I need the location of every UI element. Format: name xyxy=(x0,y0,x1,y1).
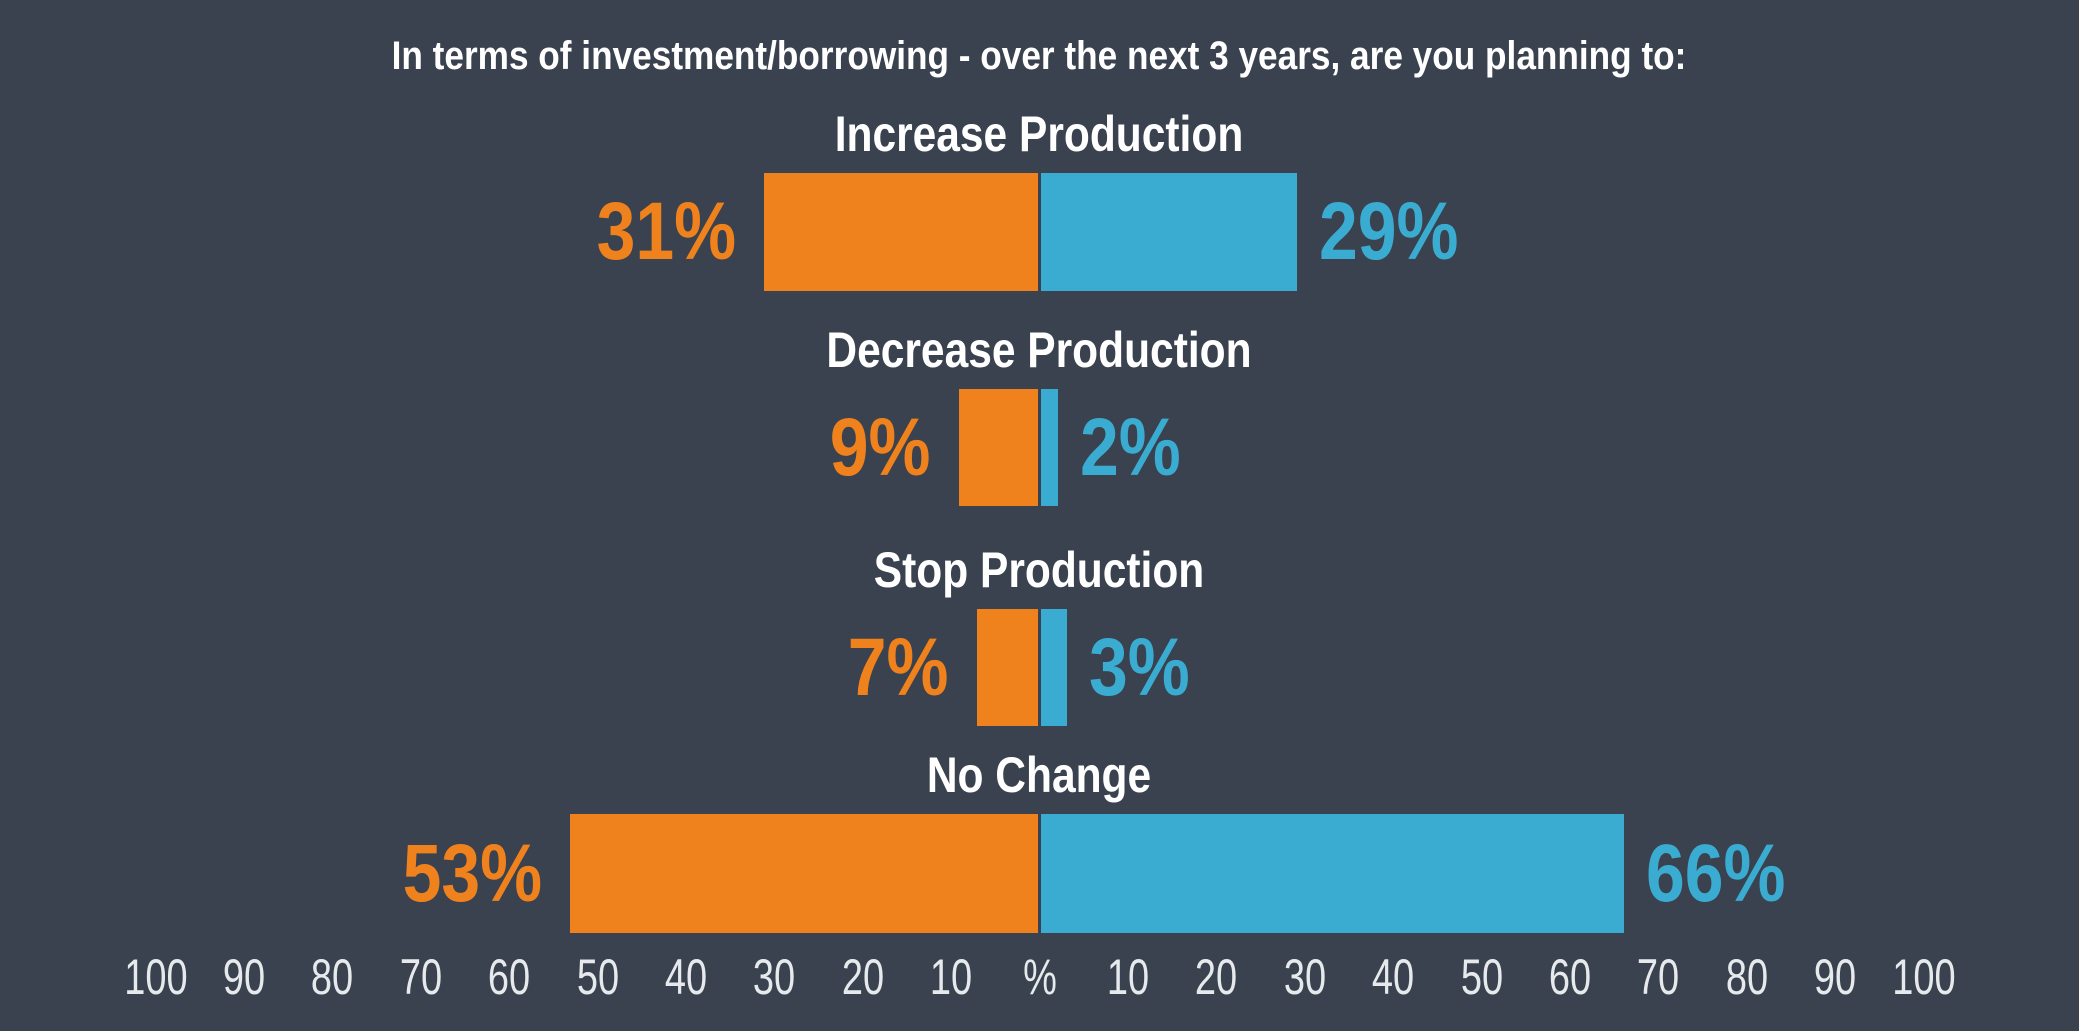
axis-tick-right-90: 90 xyxy=(1813,949,1857,1005)
axis-tick-left-100: 100 xyxy=(123,949,188,1005)
category-label-stop-production: Stop Production xyxy=(873,542,1205,598)
axis-tick-left-50: 50 xyxy=(576,949,619,1005)
axis-tick-left-30: 30 xyxy=(753,949,796,1005)
axis-center-percent-label: % xyxy=(1022,949,1057,1005)
bar-increase-production-left xyxy=(764,173,1039,291)
value-label-stop-production-right: 3% xyxy=(1089,621,1190,713)
axis-tick-right-80: 80 xyxy=(1725,949,1768,1005)
axis-tick-left-20: 20 xyxy=(841,949,884,1005)
axis-tick-right-10: 10 xyxy=(1106,949,1150,1005)
value-label-decrease-production-left: 9% xyxy=(830,401,931,493)
bar-no-change-left xyxy=(569,814,1039,933)
value-label-decrease-production-right: 2% xyxy=(1080,401,1181,493)
axis-tick-left-90: 90 xyxy=(222,949,266,1005)
category-label-increase-production: Increase Production xyxy=(834,106,1244,162)
axis-tick-left-80: 80 xyxy=(311,949,354,1005)
bar-decrease-production-right xyxy=(1040,389,1059,506)
bar-decrease-production-left xyxy=(958,389,1039,506)
axis-tick-left-60: 60 xyxy=(487,949,531,1005)
bar-no-change-right xyxy=(1040,814,1624,933)
value-label-increase-production-right: 29% xyxy=(1318,186,1459,277)
axis-tick-left-70: 70 xyxy=(399,949,442,1005)
axis-tick-right-60: 60 xyxy=(1548,949,1592,1005)
value-label-no-change-left: 53% xyxy=(402,827,542,919)
axis-tick-right-40: 40 xyxy=(1371,949,1415,1005)
bar-increase-production-right xyxy=(1040,173,1297,291)
value-label-no-change-right: 66% xyxy=(1645,827,1786,919)
category-label-no-change: No Change xyxy=(926,747,1152,803)
value-label-increase-production-left: 31% xyxy=(596,186,737,277)
bar-stop-production-right xyxy=(1040,609,1068,726)
bar-stop-production-left xyxy=(976,609,1039,726)
axis-tick-right-70: 70 xyxy=(1637,949,1680,1005)
axis-tick-left-40: 40 xyxy=(664,949,708,1005)
axis-tick-right-50: 50 xyxy=(1460,949,1503,1005)
axis-tick-right-100: 100 xyxy=(1891,949,1956,1005)
value-label-stop-production-left: 7% xyxy=(847,621,949,713)
axis-tick-right-30: 30 xyxy=(1283,949,1326,1005)
axis-tick-right-20: 20 xyxy=(1195,949,1238,1005)
category-label-decrease-production: Decrease Production xyxy=(826,322,1252,378)
chart-title: In terms of investment/borrowing - over … xyxy=(391,34,1687,78)
axis-tick-left-10: 10 xyxy=(929,949,973,1005)
